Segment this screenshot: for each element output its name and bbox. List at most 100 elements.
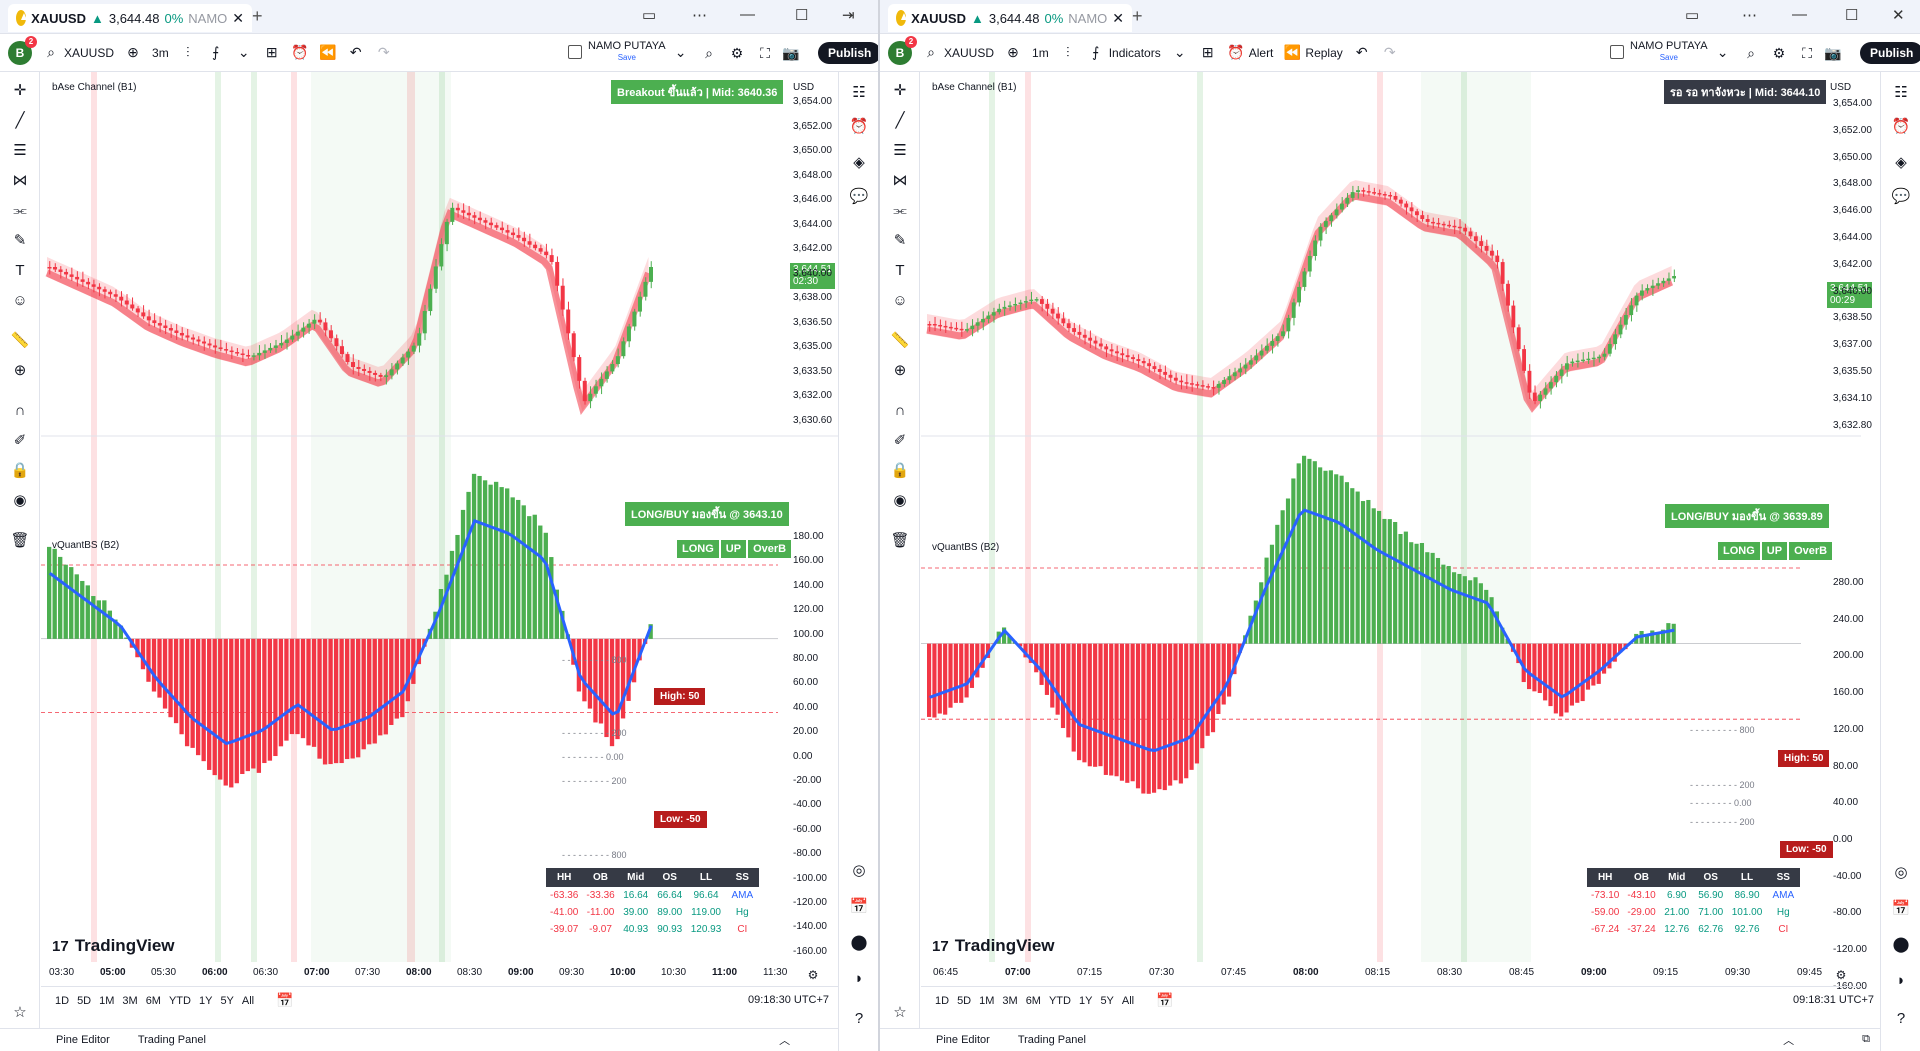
- interval-button[interactable]: 1m: [1032, 45, 1049, 60]
- pattern-icon[interactable]: ⋈: [12, 172, 28, 189]
- trading-panel-tab[interactable]: Trading Panel: [1017, 1033, 1086, 1046]
- fullscreen-icon[interactable]: ⛶: [1802, 44, 1812, 61]
- pine-editor-tab[interactable]: Pine Editor: [56, 1033, 110, 1046]
- star-icon[interactable]: ☆: [893, 1004, 907, 1021]
- alert-icon[interactable]: ⏰: [290, 44, 309, 60]
- undo-icon[interactable]: ↶: [349, 44, 362, 60]
- chat-icon[interactable]: 💬: [849, 188, 869, 205]
- range-button[interactable]: 5D: [77, 994, 92, 1007]
- range-button[interactable]: 1M: [979, 994, 995, 1007]
- chevron-up-icon[interactable]: ︿: [1783, 1034, 1795, 1047]
- chevron-down-icon[interactable]: ⌄: [1173, 44, 1186, 60]
- trash-icon[interactable]: 🗑: [890, 532, 910, 549]
- eye-icon[interactable]: ◉: [893, 492, 907, 509]
- fib-icon[interactable]: ☰: [13, 142, 27, 159]
- symbol-search[interactable]: ⌕ XAUUSD: [42, 44, 114, 62]
- settings-icon[interactable]: ⚙: [807, 968, 819, 982]
- split-divider[interactable]: [878, 0, 880, 1051]
- trendline-icon[interactable]: ╱: [895, 112, 905, 129]
- undo-icon[interactable]: ↶: [1355, 44, 1368, 60]
- alarm-icon[interactable]: ⏰: [1891, 118, 1911, 135]
- camera-icon[interactable]: 📷: [782, 44, 800, 61]
- indicators-button[interactable]: ⨍ Indicators: [1087, 44, 1161, 62]
- eye-icon[interactable]: ◉: [13, 492, 27, 509]
- range-button[interactable]: YTD: [168, 994, 191, 1007]
- main-chart[interactable]: [921, 72, 1861, 962]
- more-icon[interactable]: ⋯: [1742, 7, 1757, 24]
- publish-button[interactable]: Publish: [818, 42, 878, 64]
- maximize-icon[interactable]: ☐: [1845, 7, 1859, 24]
- crosshair-icon[interactable]: ✛: [13, 82, 27, 99]
- lock-drawing-icon[interactable]: ✐: [893, 432, 907, 449]
- chevron-down-icon[interactable]: ⌄: [1716, 43, 1729, 60]
- currency-label[interactable]: USD: [793, 82, 815, 93]
- projection-icon[interactable]: ⫘: [13, 201, 27, 219]
- help-icon[interactable]: ?: [854, 1009, 864, 1027]
- close-tab-icon[interactable]: ✕: [232, 9, 244, 26]
- range-button[interactable]: 5D: [957, 994, 972, 1007]
- new-tab-icon[interactable]: +: [252, 6, 263, 26]
- emoji-icon[interactable]: ☺: [12, 291, 28, 309]
- minimize-icon[interactable]: —: [1792, 6, 1807, 23]
- chevron-down-icon[interactable]: ⌄: [674, 43, 687, 60]
- layers-icon[interactable]: ◈: [1895, 154, 1907, 171]
- add-symbol-icon[interactable]: ⊕: [1007, 44, 1019, 60]
- grid-icon[interactable]: ⬤: [1892, 936, 1910, 953]
- quick-search-icon[interactable]: ⌕: [1747, 44, 1755, 61]
- currency-label[interactable]: USD: [1830, 82, 1852, 93]
- grid-icon[interactable]: ⬤: [850, 934, 868, 951]
- more-icon[interactable]: ⋯: [692, 7, 707, 24]
- broadcast-icon[interactable]: ◗: [1896, 971, 1906, 989]
- fullscreen-icon[interactable]: ⛶: [760, 44, 770, 61]
- pattern-icon[interactable]: ⋈: [892, 172, 908, 189]
- emoji-icon[interactable]: ☺: [892, 291, 908, 309]
- range-button[interactable]: All: [1121, 994, 1135, 1007]
- lock-drawing-icon[interactable]: ✐: [13, 432, 27, 449]
- range-button[interactable]: 1M: [99, 994, 115, 1007]
- trash-icon[interactable]: 🗑: [10, 532, 30, 549]
- calendar-icon[interactable]: 📅: [1156, 991, 1174, 1008]
- zoom-icon[interactable]: ⊕: [893, 362, 907, 379]
- symbol-tab[interactable]: XAUUSD ▲ 3,644.48 0% NAMO ✕: [888, 4, 1132, 32]
- indicators-icon[interactable]: ⨍: [212, 44, 220, 60]
- help-icon[interactable]: ?: [1896, 1009, 1906, 1027]
- templates-icon[interactable]: ⊞: [1201, 44, 1214, 60]
- projection-icon[interactable]: ⫘: [893, 201, 907, 219]
- save-group[interactable]: NAMO PUTAYA Save ⌄: [1610, 41, 1732, 63]
- pine-editor-tab[interactable]: Pine Editor: [936, 1033, 990, 1046]
- range-button[interactable]: 3M: [122, 994, 138, 1007]
- ruler-icon[interactable]: 📏: [890, 332, 910, 349]
- publish-button[interactable]: Publish: [1860, 42, 1920, 64]
- time-axis[interactable]: 06:45 07:00 07:15 07:30 07:45 08:00 08:15 08:30…: [921, 962, 1822, 986]
- range-button[interactable]: 1Y: [1078, 994, 1093, 1007]
- templates-icon[interactable]: ⊞: [265, 44, 278, 60]
- symbol-search[interactable]: ⌕ XAUUSD: [922, 44, 994, 62]
- layout-checkbox-icon[interactable]: [568, 45, 582, 59]
- layout-icon[interactable]: ▭: [1685, 7, 1700, 24]
- fib-icon[interactable]: ☰: [893, 142, 907, 159]
- trendline-icon[interactable]: ╱: [15, 112, 25, 129]
- bar-style-icon[interactable]: ⫶: [1065, 44, 1070, 60]
- chat-icon[interactable]: 💬: [1891, 188, 1911, 205]
- range-button[interactable]: YTD: [1048, 994, 1071, 1007]
- layers-icon[interactable]: ◈: [853, 154, 865, 171]
- range-button[interactable]: 6M: [145, 994, 161, 1007]
- layout-checkbox-icon[interactable]: [1610, 45, 1624, 59]
- clock[interactable]: 09:18:30 UTC+7: [748, 994, 830, 1006]
- replay-button[interactable]: ⏪ Replay: [1283, 44, 1343, 62]
- alert-button[interactable]: ⏰ Alert: [1227, 44, 1273, 62]
- star-icon[interactable]: ☆: [13, 1004, 27, 1021]
- magnet-icon[interactable]: ∩: [14, 401, 26, 419]
- range-button[interactable]: All: [241, 994, 255, 1007]
- chart-canvas[interactable]: [921, 72, 1861, 962]
- add-symbol-icon[interactable]: ⊕: [127, 44, 139, 60]
- crosshair-icon[interactable]: ✛: [893, 82, 907, 99]
- redo-icon[interactable]: ↷: [377, 44, 390, 60]
- brush-icon[interactable]: ✎: [893, 232, 907, 249]
- magnet-icon[interactable]: ∩: [894, 401, 906, 419]
- layout-icon[interactable]: ▭: [642, 7, 657, 24]
- calendar-icon[interactable]: 📅: [1891, 900, 1911, 917]
- clock[interactable]: 09:18:31 UTC+7: [1793, 994, 1875, 1006]
- replay-icon[interactable]: ⏪: [318, 44, 337, 60]
